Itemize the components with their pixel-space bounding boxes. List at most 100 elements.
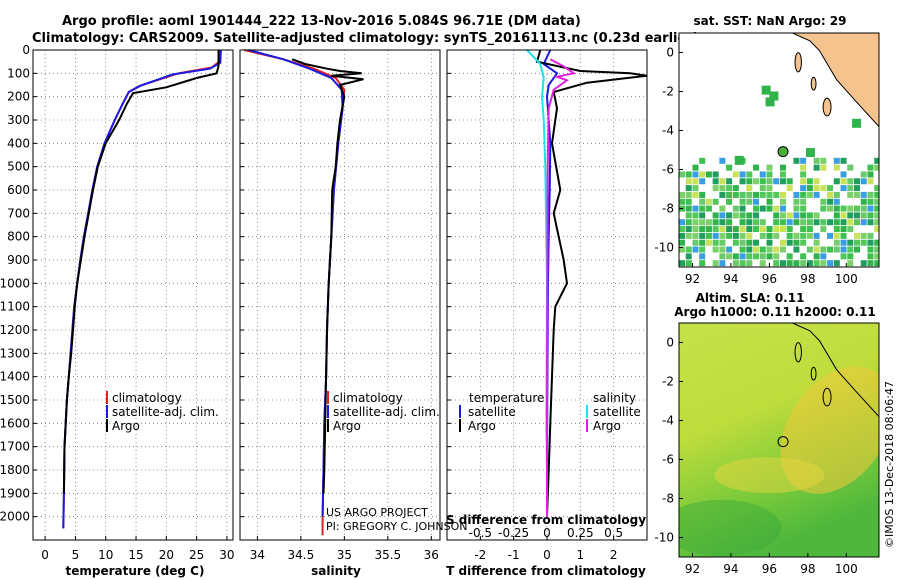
depth-tick-label: 1700 — [0, 440, 30, 454]
map-y-tick-label: 0 — [666, 46, 674, 60]
sst-cell — [739, 171, 746, 178]
sst-cell — [685, 178, 692, 185]
sst-cell — [840, 219, 847, 226]
sst-cell — [779, 205, 786, 212]
sst-cell — [773, 191, 780, 198]
sst-cell — [773, 178, 780, 185]
sst-cell — [854, 239, 860, 246]
salinity-legend: climatology satellite-adj. clim. Argo — [327, 391, 440, 433]
sst-cell — [867, 164, 874, 171]
sst-cell — [779, 246, 786, 253]
sst-cell — [699, 239, 706, 246]
sst-cell — [685, 185, 692, 192]
sst-cell — [699, 171, 706, 178]
sst-cell — [726, 191, 733, 198]
map-y-tick-label: 0 — [666, 336, 674, 350]
sst-cell — [874, 260, 879, 267]
sst-cell — [806, 191, 813, 198]
sst-cell — [833, 212, 840, 219]
sst-cell — [773, 232, 780, 239]
sst-cell — [679, 260, 685, 267]
sst-cell — [827, 246, 834, 253]
map-y-tick-label: -4 — [662, 414, 674, 428]
legend-swatch-argo — [106, 419, 108, 432]
sst-cell — [712, 226, 719, 233]
sst-cell — [766, 178, 773, 185]
sst-cell — [712, 239, 719, 246]
sst-cell — [699, 246, 706, 253]
sst-cell — [779, 178, 786, 185]
sst-cell — [739, 226, 746, 233]
sst-cell — [847, 205, 854, 212]
sst-patch — [769, 91, 779, 101]
argo-position-marker — [777, 436, 789, 448]
sst-cell — [719, 219, 726, 226]
sst-cell — [759, 185, 766, 192]
sst-cell — [833, 191, 840, 198]
map-y-tick-label: -6 — [662, 163, 674, 177]
sst-cell — [827, 191, 834, 198]
sst-cell — [813, 260, 820, 267]
sst-cell — [746, 178, 753, 185]
sst-cell — [827, 260, 834, 267]
legend-label-argo: Argo — [112, 419, 140, 433]
sst-cell — [847, 212, 854, 219]
sst-cell — [692, 185, 699, 192]
legend-label-argo: Argo — [333, 419, 361, 433]
sst-cell — [786, 260, 793, 267]
map-x-tick-label: 100 — [835, 562, 858, 576]
sst-cell — [806, 226, 813, 233]
series-line-t-argo — [535, 49, 648, 517]
sst-cell — [692, 171, 699, 178]
sst-cell — [739, 253, 746, 260]
map-y-tick-label: -4 — [662, 124, 674, 138]
sst-cell — [699, 157, 706, 164]
x-tick-label: 35 — [337, 548, 352, 562]
s-tick-label: 0.5 — [604, 526, 623, 540]
map-y-tick-label: -8 — [662, 202, 674, 216]
sst-cell — [685, 198, 692, 205]
sst-cell — [874, 191, 879, 198]
sst-cell — [854, 205, 860, 212]
sst-cell — [813, 191, 820, 198]
sst-cell — [779, 219, 786, 226]
sst-cell — [759, 260, 766, 267]
sst-cell — [739, 191, 746, 198]
sst-cell — [813, 219, 820, 226]
sst-cell — [705, 198, 712, 205]
legend-label-satellite: satellite-adj. clim. — [333, 405, 440, 419]
island — [794, 52, 802, 73]
sst-patch — [734, 155, 744, 165]
sst-cell — [813, 178, 820, 185]
sst-cell — [679, 191, 685, 198]
depth-tick-label: 500 — [7, 160, 30, 174]
sst-cell — [860, 212, 867, 219]
sst-cell — [800, 253, 807, 260]
sst-cell — [732, 212, 739, 219]
sst-cell — [705, 205, 712, 212]
legend-swatch-s-satellite — [586, 405, 588, 418]
sst-cell — [712, 178, 719, 185]
sst-cell — [679, 226, 685, 233]
sst-cell — [800, 185, 807, 192]
legend-label-t-argo: Argo — [468, 419, 496, 433]
sst-cell — [685, 219, 692, 226]
island — [810, 76, 817, 91]
sst-cell — [867, 191, 874, 198]
sst-cell — [705, 171, 712, 178]
sst-cell — [732, 191, 739, 198]
sst-cell — [692, 212, 699, 219]
sst-cell — [854, 232, 860, 239]
series-line-climatology — [62, 49, 222, 529]
sst-cell — [739, 219, 746, 226]
sst-cell — [746, 232, 753, 239]
sst-cell — [847, 226, 854, 233]
sst-cell — [753, 205, 760, 212]
sst-cell — [685, 260, 692, 267]
sst-cell — [806, 260, 813, 267]
sst-cell — [719, 239, 726, 246]
sla-high-band — [714, 457, 825, 494]
sst-cell — [732, 260, 739, 267]
sst-cell — [854, 185, 860, 192]
